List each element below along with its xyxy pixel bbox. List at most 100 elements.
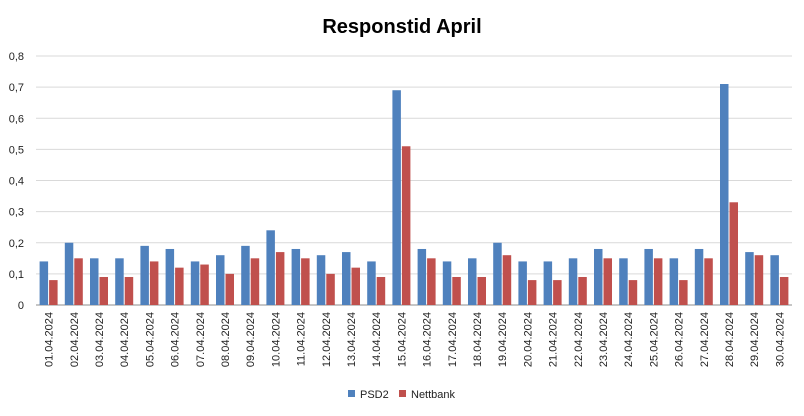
x-tick-label: 24.04.2024 <box>623 312 635 367</box>
bar-nettbank-4 <box>124 276 134 305</box>
bar-nettbank-22 <box>578 276 587 305</box>
y-tick-label: 0,5 <box>9 144 24 156</box>
x-tick-label: 18.04.2024 <box>472 312 484 367</box>
bar-nettbank-23 <box>603 258 612 305</box>
x-tick-label: 06.04.2024 <box>170 312 182 367</box>
bar-nettbank-30 <box>779 276 789 305</box>
bar-nettbank-25 <box>653 258 663 305</box>
legend: PSD2 Nettbank <box>348 389 456 401</box>
bar-psd2-29 <box>745 252 754 305</box>
x-tick-label: 09.04.2024 <box>245 312 257 367</box>
y-tick-label: 0,6 <box>9 113 24 125</box>
bar-nettbank-26 <box>679 280 688 305</box>
bar-psd2-22 <box>568 258 578 305</box>
bars <box>39 84 789 305</box>
x-tick-label: 17.04.2024 <box>447 312 459 367</box>
bar-nettbank-20 <box>527 280 537 305</box>
bar-nettbank-10 <box>275 252 285 305</box>
bar-psd2-9 <box>241 245 250 305</box>
x-tick-label: 20.04.2024 <box>522 312 534 367</box>
x-tick-label: 13.04.2024 <box>346 312 358 367</box>
y-axis-ticks: 0 0,1 0,2 0,3 0,4 0,5 0,6 0,7 0,8 <box>9 51 24 312</box>
bar-psd2-25 <box>644 248 653 305</box>
bar-psd2-30 <box>770 255 779 305</box>
bar-nettbank-6 <box>175 267 184 305</box>
legend-swatch-psd2 <box>348 390 355 397</box>
bar-psd2-15 <box>392 90 401 305</box>
bar-nettbank-29 <box>754 255 764 305</box>
bar-psd2-5 <box>140 245 149 305</box>
bar-nettbank-15 <box>401 146 411 305</box>
x-tick-label: 19.04.2024 <box>497 312 509 367</box>
bar-psd2-26 <box>669 258 679 305</box>
chart-title: Responstid April <box>322 16 481 38</box>
bar-nettbank-2 <box>74 258 83 305</box>
bar-psd2-2 <box>64 242 74 305</box>
y-tick-label: 0,1 <box>9 269 24 281</box>
x-tick-label: 27.04.2024 <box>699 312 711 367</box>
bar-nettbank-8 <box>225 273 234 305</box>
x-axis-ticks: 01.04.2024 02.04.2024 03.04.2024 04.04.2024… <box>44 312 787 367</box>
bar-psd2-16 <box>417 248 427 305</box>
x-tick-label: 03.04.2024 <box>94 312 106 367</box>
x-tick-label: 21.04.2024 <box>548 312 560 367</box>
bar-psd2-24 <box>619 258 628 305</box>
bar-psd2-12 <box>316 255 326 305</box>
bar-nettbank-24 <box>628 280 638 305</box>
x-tick-label: 07.04.2024 <box>195 312 207 367</box>
bar-nettbank-9 <box>250 258 260 305</box>
y-tick-label: 0,3 <box>9 207 24 219</box>
gridlines <box>36 55 792 306</box>
bar-psd2-20 <box>518 261 527 305</box>
x-tick-label: 25.04.2024 <box>648 312 660 367</box>
legend-label-nettbank: Nettbank <box>411 389 456 401</box>
y-tick-label: 0,4 <box>9 176 24 188</box>
x-tick-label: 01.04.2024 <box>44 312 56 367</box>
bar-psd2-13 <box>342 252 351 305</box>
bar-nettbank-17 <box>452 276 461 305</box>
bar-psd2-18 <box>468 258 477 305</box>
bar-psd2-11 <box>291 248 301 305</box>
legend-swatch-nettbank <box>399 390 406 397</box>
legend-label-psd2: PSD2 <box>360 389 389 401</box>
x-tick-label: 22.04.2024 <box>573 312 585 367</box>
x-tick-label: 16.04.2024 <box>422 312 434 367</box>
x-tick-label: 08.04.2024 <box>220 312 232 367</box>
bar-nettbank-1 <box>49 280 58 305</box>
bar-nettbank-16 <box>427 258 436 305</box>
x-tick-label: 30.04.2024 <box>774 312 786 367</box>
x-tick-label: 26.04.2024 <box>674 312 686 367</box>
x-tick-label: 28.04.2024 <box>724 312 736 367</box>
bar-psd2-28 <box>720 84 729 305</box>
x-tick-label: 02.04.2024 <box>69 312 81 367</box>
y-tick-label: 0,7 <box>9 82 24 94</box>
x-tick-label: 15.04.2024 <box>396 312 408 367</box>
y-tick-label: 0,2 <box>9 238 24 250</box>
bar-nettbank-19 <box>502 255 512 305</box>
bar-psd2-7 <box>190 261 200 305</box>
bar-nettbank-21 <box>553 280 562 305</box>
bar-psd2-14 <box>367 261 376 305</box>
bar-nettbank-27 <box>704 258 713 305</box>
x-tick-label: 11.04.2024 <box>296 312 308 366</box>
bar-psd2-8 <box>216 255 225 305</box>
bar-psd2-10 <box>266 230 275 305</box>
x-tick-label: 05.04.2024 <box>144 312 156 367</box>
bar-psd2-1 <box>39 261 49 305</box>
bar-nettbank-7 <box>200 264 209 305</box>
x-tick-label: 23.04.2024 <box>598 312 610 367</box>
x-tick-label: 12.04.2024 <box>321 312 333 367</box>
bar-psd2-4 <box>115 258 124 305</box>
bar-nettbank-13 <box>351 267 360 305</box>
x-tick-label: 14.04.2024 <box>371 312 383 367</box>
bar-psd2-19 <box>493 242 502 305</box>
bar-nettbank-18 <box>477 276 486 305</box>
bar-nettbank-3 <box>99 276 108 305</box>
bar-psd2-27 <box>694 248 704 305</box>
x-tick-label: 04.04.2024 <box>119 312 131 367</box>
y-tick-label: 0,8 <box>9 51 24 63</box>
bar-psd2-6 <box>165 248 175 305</box>
y-tick-label: 0 <box>18 300 24 312</box>
bar-psd2-23 <box>594 248 603 305</box>
